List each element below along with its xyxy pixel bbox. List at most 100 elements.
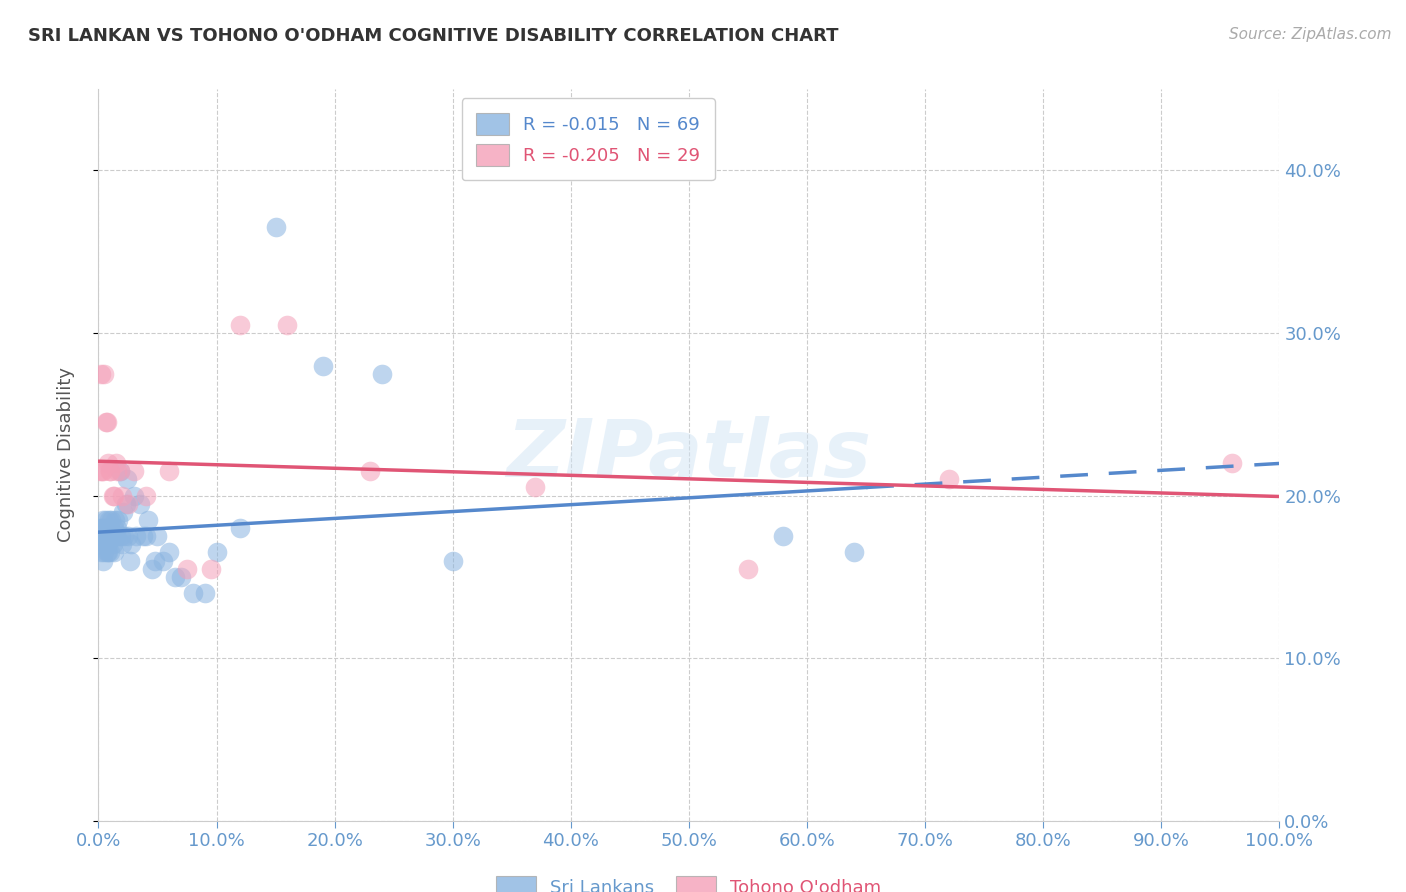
Point — [200, 562, 222, 576]
Point — [104, 513, 127, 527]
Text: Source: ZipAtlas.com: Source: ZipAtlas.com — [1229, 27, 1392, 42]
Point — [94, 537, 117, 551]
Point — [108, 464, 131, 478]
Text: ZIPatlas: ZIPatlas — [506, 416, 872, 494]
Point — [122, 489, 145, 503]
Point — [98, 529, 121, 543]
Point — [121, 537, 143, 551]
Point — [97, 545, 120, 559]
Point — [98, 521, 121, 535]
Point — [181, 586, 204, 600]
Point — [93, 545, 115, 559]
Point — [176, 562, 198, 576]
Point — [100, 529, 122, 543]
Point — [157, 464, 180, 478]
Point — [100, 513, 122, 527]
Point — [97, 521, 120, 535]
Point — [98, 464, 121, 478]
Point — [105, 464, 128, 478]
Point — [105, 529, 128, 543]
Point — [98, 545, 121, 559]
Point — [108, 464, 131, 478]
Point — [229, 521, 252, 535]
Point — [96, 545, 118, 559]
Point — [91, 464, 114, 478]
Point — [104, 529, 127, 543]
Point — [96, 529, 118, 543]
Point — [91, 464, 114, 478]
Point — [103, 545, 125, 559]
Point — [90, 545, 112, 559]
Point — [101, 489, 124, 503]
Point — [312, 359, 335, 373]
Point — [89, 521, 111, 535]
Point — [90, 529, 112, 543]
Point — [103, 521, 125, 535]
Point — [97, 456, 120, 470]
Point — [844, 545, 866, 559]
Point — [105, 521, 128, 535]
Point — [112, 529, 135, 543]
Point — [97, 537, 120, 551]
Point — [264, 220, 287, 235]
Point — [152, 553, 174, 567]
Point — [135, 529, 157, 543]
Point — [96, 416, 118, 430]
Point — [1220, 456, 1243, 470]
Point — [136, 513, 159, 527]
Point — [524, 480, 547, 494]
Point — [143, 553, 166, 567]
Point — [117, 529, 139, 543]
Point — [938, 472, 960, 486]
Point — [89, 464, 111, 478]
Point — [111, 489, 134, 503]
Point — [107, 513, 129, 527]
Point — [122, 464, 145, 478]
Point — [112, 505, 135, 519]
Point — [194, 586, 217, 600]
Point — [125, 529, 148, 543]
Point — [110, 529, 132, 543]
Point — [90, 367, 112, 381]
Point — [165, 570, 187, 584]
Point — [96, 529, 118, 543]
Point — [441, 553, 464, 567]
Point — [205, 545, 228, 559]
Point — [98, 513, 121, 527]
Point — [772, 529, 794, 543]
Text: SRI LANKAN VS TOHONO O'ODHAM COGNITIVE DISABILITY CORRELATION CHART: SRI LANKAN VS TOHONO O'ODHAM COGNITIVE D… — [28, 27, 838, 45]
Point — [157, 545, 180, 559]
Point — [98, 529, 121, 543]
Point — [276, 318, 298, 332]
Point — [105, 529, 128, 543]
Point — [128, 497, 150, 511]
Point — [93, 529, 115, 543]
Point — [170, 570, 193, 584]
Legend: Sri Lankans, Tohono O'odham: Sri Lankans, Tohono O'odham — [488, 867, 890, 892]
Y-axis label: Cognitive Disability: Cognitive Disability — [56, 368, 75, 542]
Point — [91, 529, 114, 543]
Point — [115, 472, 138, 486]
Point — [93, 521, 115, 535]
Point — [105, 456, 128, 470]
Point — [101, 537, 124, 551]
Point — [98, 464, 121, 478]
Point — [111, 537, 134, 551]
Point — [94, 513, 117, 527]
Point — [117, 497, 139, 511]
Point — [146, 529, 169, 543]
Point — [91, 521, 114, 535]
Point — [91, 537, 114, 551]
Point — [120, 553, 142, 567]
Point — [229, 318, 252, 332]
Point — [91, 513, 114, 527]
Point — [103, 489, 125, 503]
Point — [737, 562, 759, 576]
Point — [132, 529, 155, 543]
Point — [93, 367, 115, 381]
Point — [371, 367, 394, 381]
Point — [101, 529, 124, 543]
Point — [114, 497, 136, 511]
Point — [359, 464, 381, 478]
Point — [91, 553, 114, 567]
